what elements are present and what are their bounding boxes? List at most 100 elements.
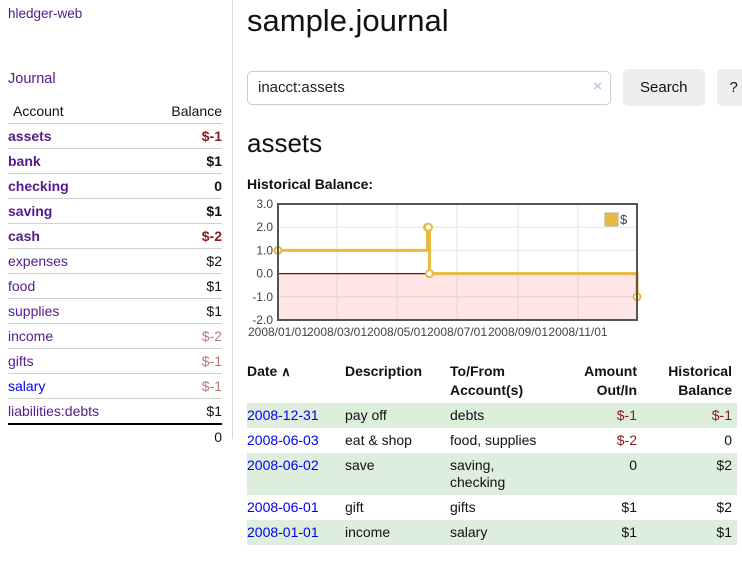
page-title: sample.journal [247,3,449,38]
register-header-amount: Amount Out/In [584,363,637,398]
register-date-link[interactable]: 2008-06-02 [247,457,319,473]
account-row: liabilities:debts $1 [8,399,222,424]
svg-text:$: $ [620,212,628,227]
register-row: 2008-12-31 pay off debts $-1 $-1 [247,403,737,428]
account-balance: $1 [206,153,222,169]
register-amount: $-1 [616,407,637,423]
sort-ascending-icon: ∧ [281,364,291,379]
register-description: save [345,457,375,473]
register-accounts: saving, checking [450,457,506,490]
register-row: 2008-06-02 save saving, checking 0 $2 [247,453,737,495]
register-date-link[interactable]: 2008-06-01 [247,499,319,515]
register-accounts: debts [450,407,485,423]
account-link[interactable]: assets [8,128,52,144]
account-link[interactable]: bank [8,153,41,169]
account-row: gifts $-1 [8,349,222,374]
register-date-link[interactable]: 2008-06-03 [247,432,319,448]
search-button[interactable]: Search [623,69,705,106]
register-amount: $1 [621,524,637,540]
account-row: salary $-1 [8,374,222,399]
register-row: 2008-06-01 gift gifts $1 $2 [247,495,737,520]
register-description: pay off [345,407,387,423]
account-balance: $1 [206,203,222,219]
balance-column-header: Balance [145,99,222,124]
register-amount: $-2 [616,432,637,448]
register-table: Date ∧ Description To/From Account(s) Am… [247,360,737,545]
register-accounts: food, supplies [450,432,537,448]
register-row: 2008-01-01 income salary $1 $1 [247,520,737,545]
register-accounts: gifts [450,499,476,515]
main-content: sample.journal × Search ? assets Histori… [233,0,742,582]
svg-text:2008/09/01: 2008/09/01 [488,325,548,339]
search-input[interactable] [247,70,611,105]
svg-text:-1.0: -1.0 [252,290,273,304]
register-row: 2008-06-03 eat & shop food, supplies $-2 0 [247,428,737,453]
register-header-balance: Historical Balance [668,363,732,398]
register-amount: $1 [621,499,637,515]
register-header-accounts: To/From Account(s) [450,363,524,398]
account-row: supplies $1 [8,299,222,324]
chart-title: Historical Balance: [247,176,374,192]
account-balance: $1 [206,278,222,294]
account-row: assets $-1 [8,124,222,149]
svg-text:2008/05/01: 2008/05/01 [367,325,427,339]
account-row: food $1 [8,274,222,299]
register-date-link[interactable]: 2008-01-01 [247,524,319,540]
account-balance: $1 [206,303,222,319]
sidebar-item-journal[interactable]: Journal [8,71,56,87]
account-balance: 0 [214,178,222,194]
account-row: expenses $2 [8,249,222,274]
account-balance: $-1 [201,353,222,369]
account-link[interactable]: food [8,278,36,294]
account-row: saving $1 [8,199,222,224]
svg-text:2008/07/01: 2008/07/01 [427,325,487,339]
account-balance: $1 [206,403,222,419]
register-date-link[interactable]: 2008-12-31 [247,407,319,423]
accounts-column-header: Account [8,99,146,124]
register-accounts: salary [450,524,488,540]
register-description: gift [345,499,364,515]
svg-text:2008/01/01: 2008/01/01 [248,325,308,339]
register-table-body: 2008-12-31 pay off debts $-1 $-1 2008-06-03 ea… [247,403,737,545]
account-heading: assets [247,128,323,158]
account-link[interactable]: liabilities:debts [8,403,100,419]
account-link[interactable]: gifts [8,353,34,369]
account-link[interactable]: salary [8,378,46,394]
register-description: income [345,524,391,540]
register-balance: $2 [716,499,732,515]
account-link[interactable]: checking [8,178,69,194]
account-link[interactable]: income [8,328,54,344]
help-button[interactable]: ? [716,69,742,106]
svg-text:2008/03/01: 2008/03/01 [307,325,367,339]
svg-text:-2.0: -2.0 [252,313,273,327]
accounts-balance-table: Account Balance assets $-1 bank $1 checking 0… [8,99,222,449]
svg-text:3.0: 3.0 [256,197,273,211]
svg-text:0.0: 0.0 [256,267,273,281]
svg-text:2008/11/01: 2008/11/01 [548,325,607,339]
account-balance: $-2 [201,328,222,344]
account-balance: $-1 [201,128,222,144]
svg-text:1.0: 1.0 [256,243,273,257]
accounts-total-value: 0 [145,423,222,449]
app-brand-link[interactable]: hledger-web [8,6,83,21]
account-link[interactable]: expenses [8,253,68,269]
register-balance: $1 [716,524,732,540]
account-link[interactable]: supplies [8,303,60,319]
account-link[interactable]: saving [8,203,53,219]
clear-search-icon[interactable]: × [593,77,602,95]
register-balance: $2 [716,457,732,473]
account-balance: $-1 [201,378,222,394]
account-balance: $-2 [201,228,222,244]
search-form: × Search ? [247,69,742,106]
sidebar: hledger-web Journal Account Balance asse… [0,0,233,449]
accounts-total-row: 0 [8,423,222,449]
register-description: eat & shop [345,432,412,448]
accounts-table-body: assets $-1 bank $1 checking 0 saving $1 cash $-2 e… [8,124,222,424]
account-row: checking 0 [8,174,222,199]
svg-text:2.0: 2.0 [256,220,273,234]
account-row: cash $-2 [8,224,222,249]
register-header-description: Description [345,363,423,379]
account-row: bank $1 [8,149,222,174]
account-link[interactable]: cash [8,228,40,244]
